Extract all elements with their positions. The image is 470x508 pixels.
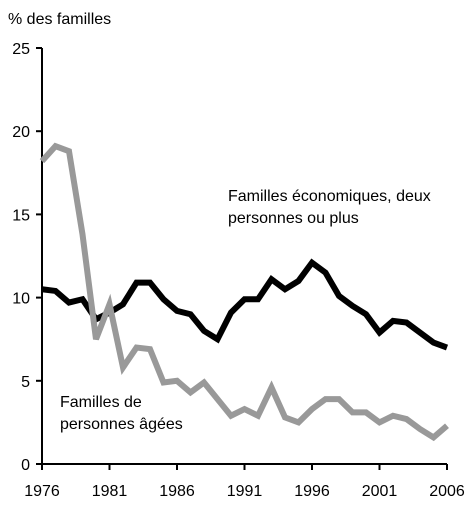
x-tick-label: 1976 (24, 483, 60, 500)
x-tick-label: 1981 (92, 483, 128, 500)
y-tick-label: 25 (12, 41, 30, 58)
x-tick-label: 1996 (294, 483, 330, 500)
series-line (39, 142, 449, 442)
x-tick-label: 2006 (429, 483, 465, 500)
series-label: Familles économiques, deux personnes ou … (228, 188, 431, 227)
y-axis-label: % des familles (8, 11, 111, 28)
y-tick-label: 10 (12, 291, 30, 308)
series-line (41, 258, 449, 351)
y-tick-label: 20 (12, 124, 30, 141)
x-tick-label: 1991 (227, 483, 263, 500)
x-tick-label: 2001 (362, 483, 398, 500)
y-tick-label: 15 (12, 207, 30, 224)
y-tick-label: 0 (21, 457, 30, 474)
series-label: Familles de personnes âgées (60, 394, 183, 433)
y-tick-label: 5 (21, 374, 30, 391)
x-tick-label: 1986 (159, 483, 195, 500)
